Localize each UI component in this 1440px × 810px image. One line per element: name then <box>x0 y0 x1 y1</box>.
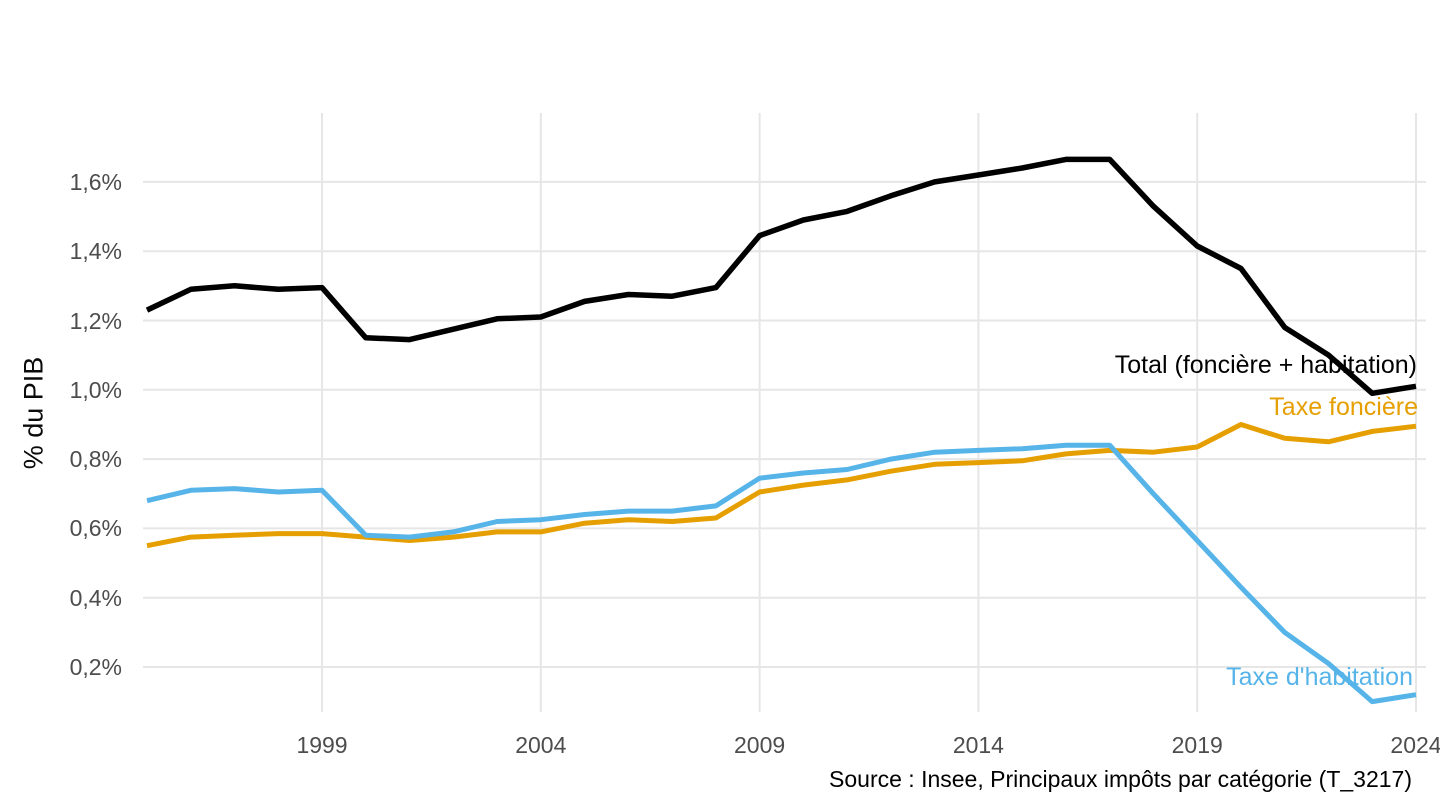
y-tick-label: 1,2% <box>69 307 122 334</box>
x-tick-label: 2019 <box>1171 732 1223 758</box>
series-label-taxe-fonciere: Taxe foncière <box>1269 393 1418 421</box>
source-caption: Source : Insee, Principaux impôts par ca… <box>829 766 1412 792</box>
line-taxe_fonciere <box>146 422 1417 549</box>
y-tick-label: 1,6% <box>69 168 122 195</box>
y-tick-label: 0,4% <box>69 584 122 611</box>
x-tick-label: 2024 <box>1390 732 1440 758</box>
y-tick-label: 1,4% <box>69 238 122 265</box>
y-tick-label: 0,6% <box>69 515 122 542</box>
series-label-taxe-habitation: Taxe d'habitation <box>1226 663 1413 691</box>
y-tick-label: 0,2% <box>69 654 122 680</box>
line-taxe_habitation <box>146 442 1417 705</box>
x-tick-label: 2004 <box>515 732 567 758</box>
x-tick-label: 2009 <box>734 732 786 758</box>
line-total <box>145 156 1417 397</box>
series-label-total: Total (foncière + habitation) <box>1114 351 1417 379</box>
x-tick-label: 2014 <box>952 732 1004 758</box>
x-tick-label: 1999 <box>296 732 348 758</box>
y-tick-label: 0,8% <box>69 446 122 473</box>
y-tick-label: 1,0% <box>69 376 122 403</box>
